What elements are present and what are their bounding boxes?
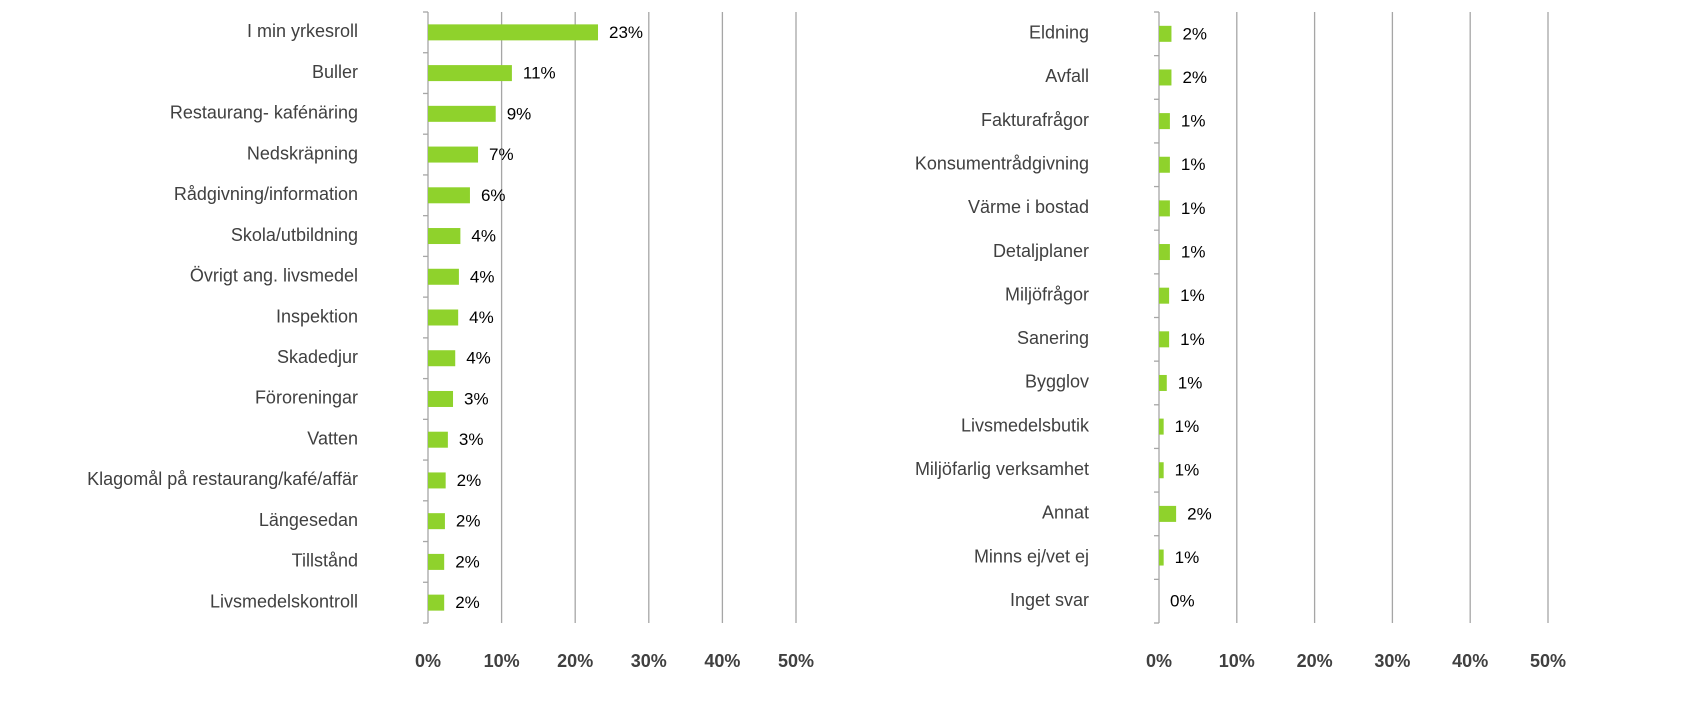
category-label: Övrigt ang. livsmedel <box>190 266 358 286</box>
category-label: Bygglov <box>1025 372 1089 392</box>
data-label: 2% <box>1182 24 1207 43</box>
x-tick-label: 0% <box>415 651 441 671</box>
x-tick-label: 20% <box>557 651 593 671</box>
bar <box>428 105 496 122</box>
data-label: 3% <box>459 430 484 449</box>
x-tick-label: 50% <box>778 651 814 671</box>
bar <box>1159 505 1177 522</box>
x-tick-label: 50% <box>1530 651 1566 671</box>
bar <box>428 146 479 163</box>
category-label: Annat <box>1042 503 1089 523</box>
bar <box>428 390 454 407</box>
category-label: Livsmedelsbutik <box>961 415 1090 435</box>
bar <box>428 65 512 82</box>
category-label: Klagomål på restaurang/kafé/affär <box>87 469 358 489</box>
bar <box>1159 549 1164 566</box>
category-label: Buller <box>312 62 358 82</box>
data-label: 1% <box>1180 330 1205 349</box>
bar <box>428 309 459 326</box>
data-label: 9% <box>507 104 532 123</box>
data-label: 7% <box>489 145 514 164</box>
bar <box>428 24 599 41</box>
category-label: Vatten <box>307 428 358 448</box>
category-label: Fakturafrågor <box>981 110 1089 130</box>
bar <box>428 187 470 204</box>
data-label: 1% <box>1180 286 1205 305</box>
x-tick-label: 40% <box>1452 651 1488 671</box>
bar <box>428 268 459 285</box>
bar <box>1159 462 1164 479</box>
bar <box>428 431 448 448</box>
data-label: 4% <box>471 227 496 246</box>
data-label: 2% <box>455 593 480 612</box>
data-label: 2% <box>1182 68 1207 87</box>
bar <box>428 594 445 611</box>
data-label: 2% <box>456 512 481 531</box>
data-label: 2% <box>455 552 480 571</box>
category-label: Skadedjur <box>277 347 358 367</box>
data-label: 2% <box>457 471 482 490</box>
category-label: Sanering <box>1017 328 1089 348</box>
category-label: Miljöfrågor <box>1005 284 1089 304</box>
bar <box>1159 200 1170 217</box>
data-label: 1% <box>1181 243 1206 262</box>
data-label: 1% <box>1178 373 1203 392</box>
category-label: Eldning <box>1029 23 1089 43</box>
bar <box>428 553 445 570</box>
bar <box>1159 418 1164 435</box>
data-label: 23% <box>609 23 643 42</box>
x-tick-label: 30% <box>631 651 667 671</box>
category-label: Längesedan <box>259 510 358 530</box>
bar <box>428 513 445 530</box>
category-label: Minns ej/vet ej <box>974 546 1089 566</box>
category-label: Värme i bostad <box>968 197 1089 217</box>
bar <box>1159 25 1172 42</box>
category-label: Detaljplaner <box>993 241 1089 261</box>
bar <box>428 350 456 367</box>
x-tick-label: 30% <box>1374 651 1410 671</box>
category-label: Miljöfarlig verksamhet <box>915 459 1089 479</box>
bar <box>1159 331 1170 348</box>
data-label: 2% <box>1187 504 1212 523</box>
category-label: Rådgivning/information <box>174 184 358 204</box>
x-tick-label: 20% <box>1297 651 1333 671</box>
data-label: 1% <box>1181 155 1206 174</box>
bar <box>428 472 446 489</box>
bar <box>1159 69 1172 86</box>
category-label: Inspektion <box>276 306 358 326</box>
bar <box>1159 156 1170 173</box>
category-label: Restaurang- kafénäring <box>170 103 358 123</box>
data-label: 1% <box>1175 417 1200 436</box>
data-label: 4% <box>470 267 495 286</box>
bar <box>1159 113 1170 130</box>
category-label: Livsmedelskontroll <box>210 591 358 611</box>
category-label: Föroreningar <box>255 388 358 408</box>
category-label: Avfall <box>1045 66 1089 86</box>
data-label: 1% <box>1181 199 1206 218</box>
data-label: 0% <box>1170 592 1195 611</box>
data-label: 4% <box>466 349 491 368</box>
data-label: 4% <box>469 308 494 327</box>
category-label: Konsumentrådgivning <box>915 154 1089 174</box>
category-label: Nedskräpning <box>247 143 358 163</box>
x-tick-label: 40% <box>704 651 740 671</box>
data-label: 11% <box>523 64 556 83</box>
data-label: 1% <box>1181 112 1206 131</box>
x-tick-label: 10% <box>484 651 520 671</box>
bar <box>1159 374 1167 391</box>
x-tick-label: 10% <box>1219 651 1255 671</box>
data-label: 1% <box>1175 548 1200 567</box>
bar <box>428 228 461 245</box>
data-label: 6% <box>481 186 506 205</box>
data-label: 1% <box>1175 461 1200 480</box>
bar <box>1159 287 1170 304</box>
category-label: I min yrkesroll <box>247 21 358 41</box>
category-label: Tillstånd <box>292 551 358 571</box>
category-label: Skola/utbildning <box>231 225 358 245</box>
data-label: 3% <box>464 389 489 408</box>
x-tick-label: 0% <box>1146 651 1172 671</box>
category-label: Inget svar <box>1010 590 1089 610</box>
bar <box>1159 244 1170 261</box>
